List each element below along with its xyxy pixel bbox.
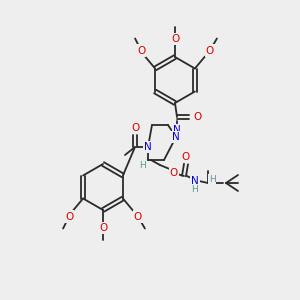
- Text: O: O: [182, 152, 190, 162]
- Text: H: H: [192, 184, 198, 194]
- Text: N: N: [144, 142, 152, 152]
- Text: H: H: [139, 160, 145, 169]
- Text: N: N: [172, 132, 180, 142]
- Text: O: O: [193, 112, 201, 122]
- Text: O: O: [134, 212, 142, 221]
- Text: O: O: [171, 34, 179, 44]
- Text: O: O: [131, 123, 139, 133]
- Text: N: N: [191, 176, 199, 186]
- Text: O: O: [170, 168, 178, 178]
- Text: O: O: [99, 223, 107, 233]
- Text: O: O: [65, 212, 73, 221]
- Text: N: N: [173, 125, 181, 135]
- Text: H: H: [208, 175, 215, 184]
- Text: O: O: [137, 46, 145, 56]
- Text: O: O: [206, 46, 214, 56]
